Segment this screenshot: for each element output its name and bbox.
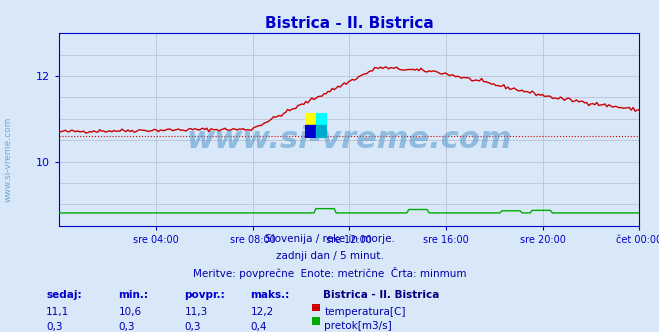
Text: www.si-vreme.com: www.si-vreme.com <box>3 117 13 202</box>
Text: maks.:: maks.: <box>250 290 290 300</box>
Text: temperatura[C]: temperatura[C] <box>324 307 406 317</box>
Bar <box>305 113 316 125</box>
Text: 0,4: 0,4 <box>250 322 267 332</box>
Text: 11,3: 11,3 <box>185 307 208 317</box>
Text: pretok[m3/s]: pretok[m3/s] <box>324 321 392 331</box>
Text: 0,3: 0,3 <box>119 322 135 332</box>
Title: Bistrica - Il. Bistrica: Bistrica - Il. Bistrica <box>265 16 434 31</box>
Text: 0,3: 0,3 <box>46 322 63 332</box>
Text: sedaj:: sedaj: <box>46 290 82 300</box>
Text: 0,3: 0,3 <box>185 322 201 332</box>
Text: 11,1: 11,1 <box>46 307 69 317</box>
Text: Meritve: povprečne  Enote: metrične  Črta: minmum: Meritve: povprečne Enote: metrične Črta:… <box>192 267 467 279</box>
Text: min.:: min.: <box>119 290 149 300</box>
Text: 12,2: 12,2 <box>250 307 273 317</box>
Bar <box>305 125 316 138</box>
Bar <box>316 125 327 138</box>
Text: povpr.:: povpr.: <box>185 290 225 300</box>
Text: Slovenija / reke in morje.: Slovenija / reke in morje. <box>264 234 395 244</box>
Text: 10,6: 10,6 <box>119 307 142 317</box>
Text: Bistrica - Il. Bistrica: Bistrica - Il. Bistrica <box>323 290 440 300</box>
Bar <box>316 113 327 125</box>
Text: www.si-vreme.com: www.si-vreme.com <box>186 124 512 154</box>
Text: zadnji dan / 5 minut.: zadnji dan / 5 minut. <box>275 251 384 261</box>
